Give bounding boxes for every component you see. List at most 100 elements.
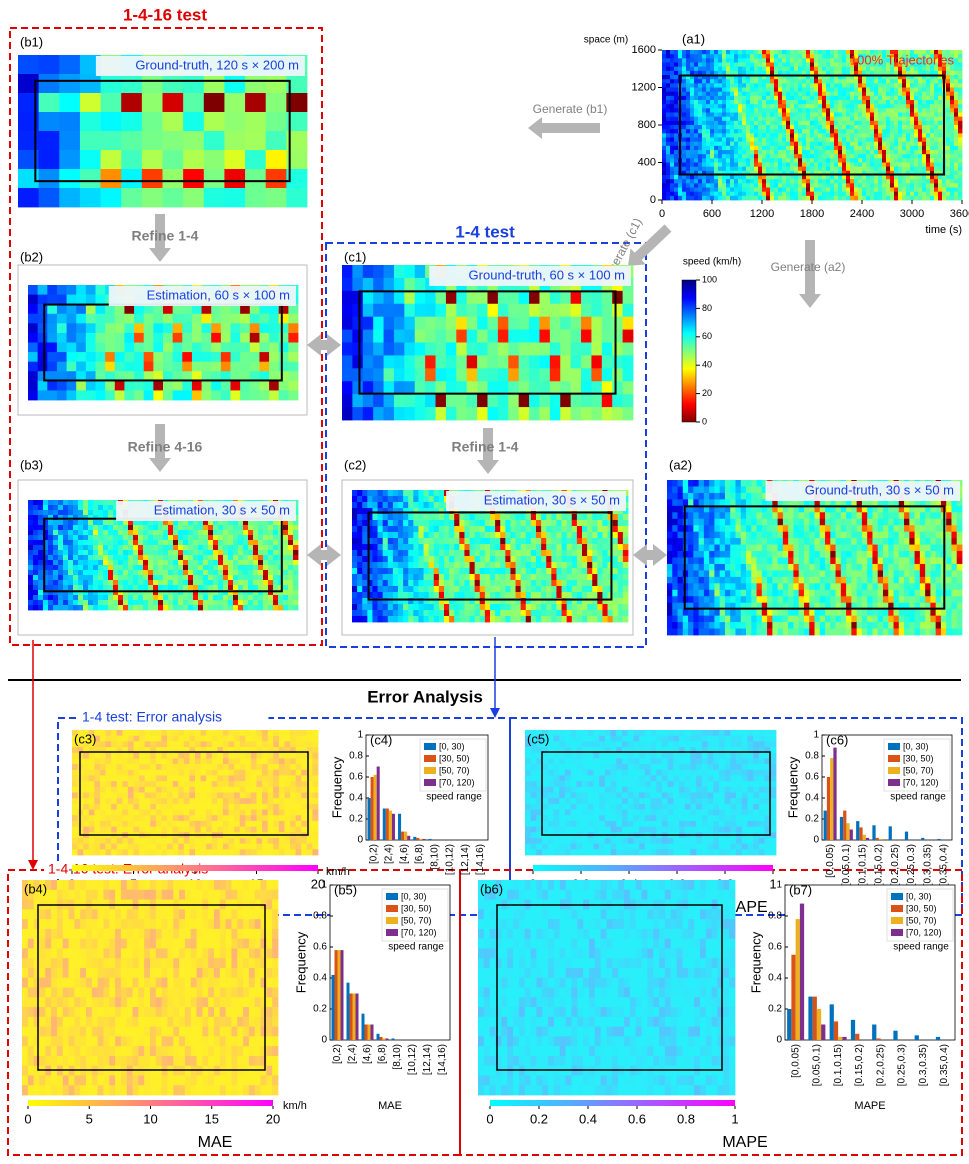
heatmap-cell [191,361,202,372]
heatmap-cell [228,545,234,551]
heatmap-cell [382,574,389,581]
heatmap-cell [18,150,40,170]
heatmap-cell [766,179,771,184]
heatmap-cell [794,75,799,80]
heatmap-cell [914,137,919,143]
panel-caption: Ground-truth, 120 s × 200 m [135,57,299,72]
heatmap-cell [894,58,899,63]
heatmap-cell [168,520,174,526]
heatmap-cell [403,544,409,551]
heatmap-cell [726,133,731,138]
heatmap-cell [690,87,695,93]
heatmap-cell [806,70,811,76]
heatmap-cell [253,595,259,601]
heatmap-cell [85,390,96,401]
heatmap-cell [934,120,939,126]
heatmap-cell [666,54,671,59]
heatmap-cell [98,555,104,561]
heatmap-cell [770,83,775,88]
heatmap-cell [352,610,358,617]
heatmap-cell [601,342,613,356]
heatmap-cell [778,170,783,176]
heatmap-cell [902,70,907,76]
heatmap-cell [706,170,711,176]
heatmap-cell [762,158,767,163]
heatmap-cell [392,550,399,557]
heatmap-cell [954,158,959,163]
heatmap-cell [854,141,859,147]
heatmap-cell [762,133,767,138]
heatmap-cell [367,592,373,599]
test-title: 1-4 test [455,222,515,241]
heatmap-cell [278,590,284,596]
heatmap-cell [710,104,715,109]
heatmap-cell [870,150,875,155]
heatmap-cell [445,381,457,395]
heatmap-cell [203,74,225,94]
heatmap-cell [734,191,739,197]
heatmap-cell [746,70,751,76]
heatmap-cell [398,508,404,515]
heatmap-cell [178,535,184,541]
heatmap-cell [854,137,859,143]
heatmap-cell [258,555,264,561]
heatmap-cell [201,361,212,372]
heatmap-cell [377,574,384,581]
heatmap-cell [814,150,819,155]
heatmap-cell [910,120,915,126]
heatmap-cell [477,381,488,395]
heatmap-cell [950,116,955,122]
heatmap-cell [278,361,289,372]
heatmap-cell [886,62,891,68]
heatmap-cell [213,530,219,536]
heatmap-cell [902,104,907,109]
heatmap-cell [770,191,775,197]
heatmap-cell [906,179,911,184]
heatmap-cell [686,133,691,138]
heatmap-cell [93,590,99,596]
heatmap-cell [758,137,763,143]
heatmap-cell [238,570,244,576]
heatmap-cell [549,355,561,369]
heatmap-cell [886,137,891,143]
heatmap-cell [698,62,703,68]
heatmap-cell [249,313,260,324]
heatmap-cell [698,116,703,122]
heatmap-cell [954,187,959,193]
heatmap-cell [806,162,811,168]
heatmap-cell [934,116,939,122]
heatmap-cell [938,166,943,172]
heatmap-cell [770,116,775,122]
heatmap-cell [770,125,775,130]
heatmap-cell [162,188,184,208]
heatmap-cell [218,530,224,536]
heatmap-cell [846,179,851,184]
heatmap-cell [750,137,755,143]
heatmap-cell [790,62,795,68]
heatmap-cell [750,162,755,168]
heatmap-cell [766,70,771,76]
heatmap-cell [203,112,225,132]
heatmap-cell [203,530,209,536]
heatmap-cell [850,112,855,118]
heatmap-cell [866,50,871,55]
heatmap-cell [794,95,799,101]
heatmap-cell [950,162,955,168]
heatmap-cell [220,371,231,382]
heatmap-cell [714,87,719,93]
heatmap-cell [73,570,79,576]
heatmap-cell [497,394,509,408]
heatmap-cell [934,145,939,151]
heatmap-cell [890,187,895,193]
heatmap-cell [810,145,815,151]
heatmap-cell [357,520,363,527]
heatmap-cell [886,133,891,138]
heatmap-cell [143,540,149,546]
heatmap-cell [826,129,831,134]
heatmap-cell [103,600,109,606]
heatmap-cell [362,604,368,611]
heatmap-cell [172,361,183,372]
heatmap-cell [78,555,84,561]
heatmap-cell [726,183,731,188]
heatmap-cell [283,520,289,526]
